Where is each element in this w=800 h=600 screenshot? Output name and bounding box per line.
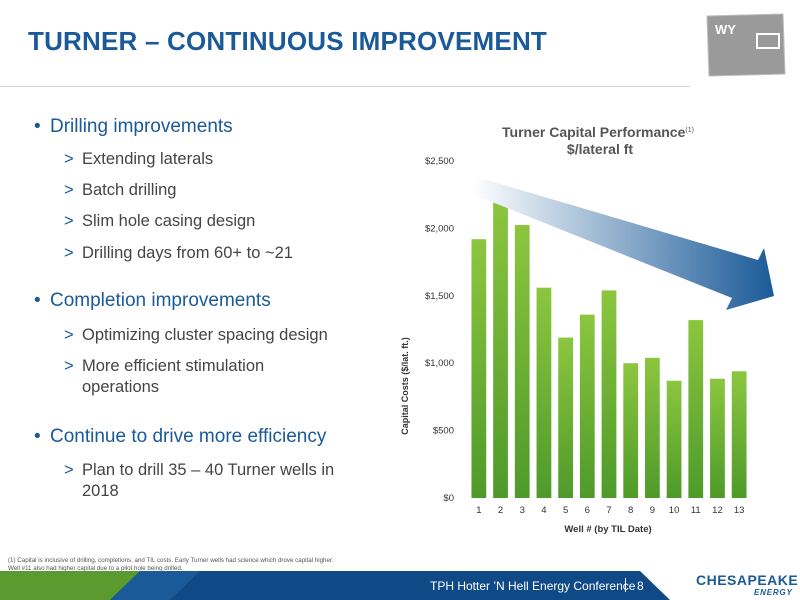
bar-well-2 bbox=[493, 197, 508, 498]
y-tick-label: $1,000 bbox=[425, 358, 454, 369]
x-tick-label: 3 bbox=[520, 505, 525, 516]
bullet-dot: • bbox=[34, 116, 41, 137]
x-tick-label: 7 bbox=[606, 505, 611, 516]
sub-item: > Drilling days from 60+ to ~21 bbox=[64, 244, 293, 262]
bar-well-9 bbox=[645, 357, 660, 498]
capital-performance-chart: Turner Capital Performance(1) $/lateral … bbox=[400, 124, 774, 535]
bullet-dot: • bbox=[34, 290, 41, 311]
caret-right-icon: > bbox=[64, 181, 74, 199]
caret-right-icon: > bbox=[64, 357, 74, 375]
footer-bar bbox=[0, 571, 670, 600]
sub-item: > Plan to drill 35 – 40 Turner wells in 2… bbox=[64, 461, 335, 500]
bar-well-4 bbox=[536, 287, 552, 498]
x-axis-label: Well # (by TIL Date) bbox=[564, 524, 651, 535]
sub-item: > Batch drilling bbox=[64, 181, 177, 199]
x-tick-label: 10 bbox=[669, 505, 680, 516]
bar-well-11 bbox=[688, 320, 704, 498]
x-tick-label: 1 bbox=[476, 505, 481, 516]
page-title: TURNER – CONTINUOUS IMPROVEMENT bbox=[28, 26, 548, 56]
chesapeake-logo: CHESAPEAKE ENERGY bbox=[696, 572, 799, 597]
y-tick-label: $2,500 bbox=[425, 156, 454, 167]
x-tick-label: 12 bbox=[712, 505, 723, 516]
state-label: WY bbox=[715, 22, 736, 37]
bar-well-8 bbox=[623, 363, 639, 498]
bar-well-6 bbox=[579, 314, 595, 498]
chart-subtitle: $/lateral ft bbox=[567, 141, 633, 157]
x-tick-label: 9 bbox=[650, 505, 655, 516]
bar-well-7 bbox=[601, 290, 617, 498]
bullet-efficiency: • Continue to drive more efficiency bbox=[34, 426, 327, 447]
footnote: (1) Capital is inclusive of drilling, co… bbox=[8, 557, 334, 572]
x-tick-label: 2 bbox=[498, 505, 503, 516]
footer-conference: TPH Hotter ’N Hell Energy Conference bbox=[430, 579, 636, 593]
bullet-dot: • bbox=[34, 426, 41, 447]
y-tick-labels: $0 $500 $1,000 $1,500 $2,000 $2,500 bbox=[425, 156, 454, 504]
sub-item: > More efficient stimulation operations bbox=[64, 357, 265, 396]
y-tick-label: $0 bbox=[443, 493, 454, 504]
y-tick-label: $1,500 bbox=[425, 291, 454, 302]
bar-well-12 bbox=[710, 378, 725, 498]
sub-item: > Optimizing cluster spacing design bbox=[64, 326, 328, 344]
y-axis-label: Capital Costs ($/lat. ft.) bbox=[400, 337, 410, 435]
bar-well-13 bbox=[731, 371, 747, 498]
x-tick-label: 11 bbox=[691, 505, 701, 516]
bar-well-1 bbox=[471, 239, 487, 498]
bar-well-10 bbox=[666, 380, 682, 498]
y-tick-label: $2,000 bbox=[425, 223, 454, 234]
footer-separator bbox=[625, 578, 626, 592]
x-tick-label: 13 bbox=[734, 505, 745, 516]
bar-well-3 bbox=[514, 225, 530, 498]
sub-item: > Extending laterals bbox=[64, 150, 214, 168]
x-tick-label: 8 bbox=[628, 505, 633, 516]
bar-well-5 bbox=[558, 337, 573, 498]
page-number: 8 bbox=[637, 579, 644, 593]
bullet-completion: • Completion improvements bbox=[34, 290, 271, 311]
trend-arrow-icon bbox=[472, 178, 774, 310]
x-tick-label: 4 bbox=[541, 505, 546, 516]
caret-right-icon: > bbox=[64, 150, 74, 168]
x-tick-label: 6 bbox=[585, 505, 590, 516]
bullet-drilling: • Drilling improvements bbox=[34, 116, 233, 137]
caret-right-icon: > bbox=[64, 212, 74, 230]
bar-series bbox=[471, 197, 747, 498]
x-tick-labels: 1 2 3 4 5 6 7 8 9 10 11 12 13 bbox=[476, 505, 744, 516]
caret-right-icon: > bbox=[64, 326, 74, 344]
wyoming-map-icon: WY bbox=[706, 13, 786, 77]
title-divider bbox=[0, 86, 690, 87]
y-tick-label: $500 bbox=[433, 426, 454, 437]
sub-item: > Slim hole casing design bbox=[64, 212, 256, 230]
chart-title: Turner Capital Performance(1) bbox=[502, 124, 694, 140]
caret-right-icon: > bbox=[64, 461, 74, 479]
x-tick-label: 5 bbox=[563, 505, 568, 516]
caret-right-icon: > bbox=[64, 244, 74, 262]
